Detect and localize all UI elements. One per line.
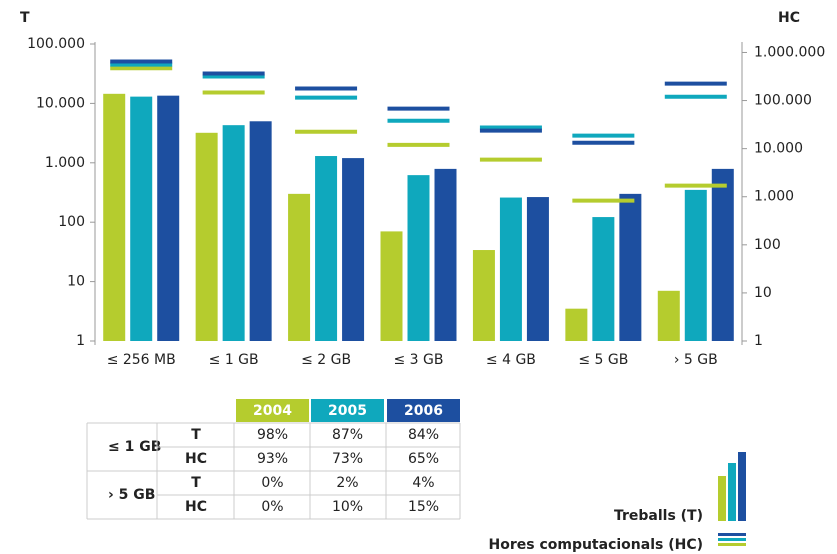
y-tick-label: 1.000 [45,155,85,171]
y2-tick-label: 10.000 [754,141,803,157]
y2-tick-label: 100.000 [754,93,812,109]
y-axis-label: T [20,10,30,26]
table-row-label: HC [185,499,207,515]
table-header-cell [236,399,309,422]
bar [103,93,126,341]
table-row-label: T [191,427,201,443]
bar [249,121,272,341]
table-cell: 65% [408,451,439,467]
table-cell: 84% [408,427,439,443]
table-cell: 2% [336,475,358,491]
legend-icon [718,533,746,536]
table-header: 2004 [253,403,292,419]
table-cell: 15% [408,499,439,515]
legend-icon [718,538,746,541]
table-cell: 87% [332,427,363,443]
y2-axis-label: HC [778,10,800,26]
bar [472,250,495,341]
x-tick-label: ≤ 2 GB [301,352,351,368]
bar [526,197,549,341]
table-cell: 4% [412,475,434,491]
legend-label: Hores computacionals (HC) [489,537,704,553]
table-cell: 93% [257,451,288,467]
bar [499,197,522,341]
table-header: 2005 [328,403,367,419]
bar [434,168,457,341]
legend-icon [718,476,726,521]
bar [592,217,615,341]
table-header-cell [387,399,460,422]
bar [315,156,338,341]
bar [407,175,430,341]
y2-tick-label: 1 [754,333,763,349]
y2-tick-label: 1.000.000 [754,44,825,60]
x-tick-label: › 5 GB [674,352,718,368]
bar [711,168,734,341]
table-cell: 0% [261,475,283,491]
bar [657,290,680,341]
y2-tick-label: 10 [754,285,772,301]
y2-tick-label: 1.000 [754,189,794,205]
x-tick-label: ≤ 4 GB [486,352,536,368]
x-tick-label: ≤ 1 GB [209,352,259,368]
x-tick-label: ≤ 256 MB [107,352,176,368]
table-cell: 0% [261,499,283,515]
y-tick-label: 1 [76,333,85,349]
bar [222,125,245,342]
legend-label: Treballs (T) [614,508,703,524]
table-header-cell [311,399,384,422]
bar [619,193,642,341]
y-tick-label: 100.000 [27,36,85,52]
y2-tick-label: 100 [754,237,781,253]
legend-icon [738,452,746,521]
y-tick-label: 10.000 [36,95,85,111]
table-row-label: T [191,475,201,491]
y-tick-label: 10 [67,274,85,290]
bar [342,158,365,341]
x-tick-label: ≤ 3 GB [394,352,444,368]
bar [157,95,180,341]
bar [684,189,707,341]
table-group-label: ≤ 1 GB [108,439,161,455]
y-tick-label: 100 [58,214,85,230]
bar [288,193,311,341]
table-row-label: HC [185,451,207,467]
x-tick-label: ≤ 5 GB [578,352,628,368]
legend-icon [728,463,736,521]
bar [380,231,403,341]
table-cell: 10% [332,499,363,515]
table-cell: 73% [332,451,363,467]
bar [565,308,588,341]
legend-icon [718,543,746,546]
bar [130,96,153,341]
bar [195,132,218,341]
table-header: 2006 [404,403,443,419]
table-cell: 98% [257,427,288,443]
table-group-label: › 5 GB [108,487,155,503]
